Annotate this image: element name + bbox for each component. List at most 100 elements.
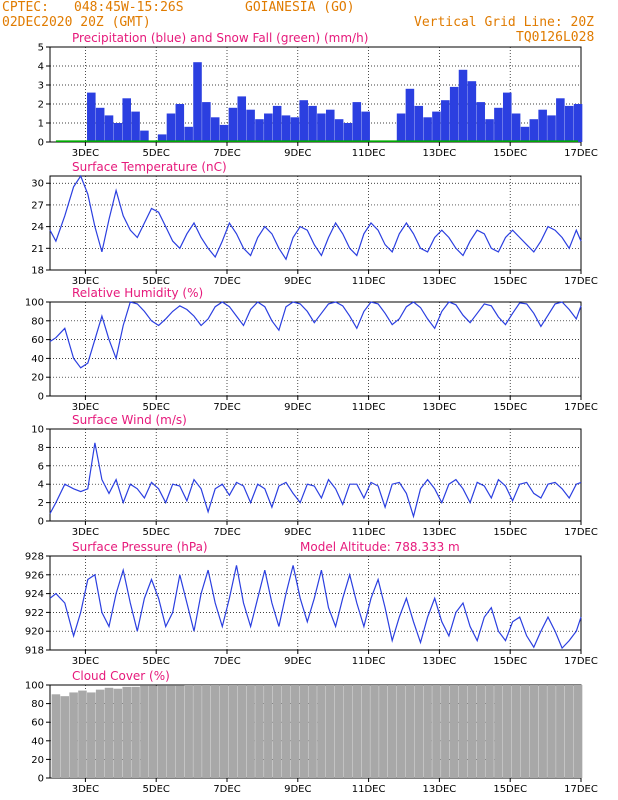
bar <box>228 107 238 142</box>
x-tick-label: 7DEC <box>213 656 240 667</box>
bar <box>69 692 78 778</box>
bar <box>370 685 379 778</box>
bar <box>166 113 176 142</box>
bar <box>325 109 335 142</box>
bar <box>317 113 326 142</box>
bar <box>228 685 238 778</box>
y-tick-label: 40 <box>31 354 44 365</box>
bar <box>122 98 131 142</box>
y-tick-label: 20 <box>31 755 44 766</box>
header-grid-note: Vertical Grid Line: 20Z <box>414 15 595 30</box>
x-tick-label: 17DEC <box>564 276 598 287</box>
y-tick-label: 100 <box>25 681 44 692</box>
bar <box>467 685 477 778</box>
x-tick-label: 5DEC <box>143 656 170 667</box>
y-tick-label: 8 <box>38 443 44 454</box>
y-tick-label: 21 <box>31 244 44 255</box>
x-tick-label: 5DEC <box>143 402 170 413</box>
x-tick-label: 3DEC <box>72 276 99 287</box>
series-line <box>49 565 582 650</box>
bar <box>352 685 362 778</box>
bar <box>308 685 317 778</box>
y-tick-label: 100 <box>25 298 44 309</box>
bar <box>573 104 583 142</box>
bar <box>131 111 140 142</box>
bar <box>299 685 308 778</box>
x-tick-label: 7DEC <box>213 784 240 795</box>
y-tick-label: 30 <box>31 179 44 190</box>
y-tick-label: 1 <box>38 119 44 130</box>
bar <box>449 685 459 778</box>
bar <box>405 685 415 778</box>
panel-title: Surface Wind (m/s) <box>72 413 187 427</box>
bar <box>157 134 167 142</box>
y-tick-label: 0 <box>38 517 44 528</box>
bar <box>520 685 530 778</box>
bar <box>290 685 300 778</box>
x-tick-label: 15DEC <box>493 527 527 538</box>
x-tick-label: 17DEC <box>564 527 598 538</box>
bar <box>219 124 229 142</box>
panel-frame <box>49 301 582 397</box>
y-tick-label: 922 <box>25 608 44 619</box>
series-line <box>49 442 582 519</box>
bar <box>334 685 344 778</box>
header-model-code: TQ0126L028 <box>516 30 595 45</box>
bar <box>494 685 503 778</box>
y-tick-label: 80 <box>31 316 44 327</box>
y-tick-label: 928 <box>25 552 44 563</box>
bar <box>131 686 140 778</box>
bar <box>122 686 131 778</box>
bar <box>113 123 123 142</box>
y-tick-label: 27 <box>31 200 44 211</box>
panel-title: Surface Pressure (hPa) <box>72 540 208 554</box>
bar <box>272 685 282 778</box>
y-tick-label: 920 <box>25 627 44 638</box>
header-run-time: 02DEC2020 20Z (GMT) <box>2 15 151 30</box>
bar <box>148 685 158 778</box>
y-tick-label: 18 <box>31 266 44 277</box>
bar <box>511 685 521 778</box>
x-tick-label: 15DEC <box>493 784 527 795</box>
x-tick-label: 13DEC <box>423 276 457 287</box>
bar <box>281 115 291 142</box>
bar <box>467 81 477 142</box>
x-tick-label: 11DEC <box>352 784 386 795</box>
x-tick-label: 9DEC <box>284 276 311 287</box>
x-tick-label: 7DEC <box>213 276 240 287</box>
bar <box>210 685 220 778</box>
panel-title: Precipitation (blue) and Snow Fall (gree… <box>72 31 368 45</box>
panel-5: 0 20 40 60 80 100 3DEC 5DEC 7DEC 9DEC 11DEC 13DEC 15… <box>25 669 598 795</box>
bar <box>396 685 406 778</box>
bar <box>476 102 485 142</box>
y-tick-label: 0 <box>38 138 44 149</box>
bar <box>441 100 450 142</box>
bar <box>237 96 247 142</box>
bar <box>379 685 388 778</box>
y-tick-label: 80 <box>31 699 44 710</box>
bar <box>246 685 255 778</box>
x-tick-label: 13DEC <box>423 402 457 413</box>
x-tick-label: 13DEC <box>423 784 457 795</box>
bar <box>104 115 114 142</box>
y-tick-label: 60 <box>31 718 44 729</box>
x-tick-label: 13DEC <box>423 148 457 159</box>
series-line <box>49 174 582 261</box>
x-tick-label: 7DEC <box>213 527 240 538</box>
bar <box>449 86 459 142</box>
header-city: GOIANESIA (GO) <box>245 0 355 15</box>
panel-title: Relative Humidity (%) <box>72 286 203 300</box>
bar <box>441 685 450 778</box>
header-location: 048:45W-15:26S <box>74 0 184 15</box>
bar <box>502 92 512 142</box>
y-tick-label: 4 <box>38 62 44 73</box>
x-tick-label: 5DEC <box>143 148 170 159</box>
series-line <box>49 301 582 369</box>
bar <box>564 105 574 142</box>
bar <box>352 102 362 142</box>
y-tick-label: 4 <box>38 480 44 491</box>
panel-frame <box>49 428 582 522</box>
x-tick-label: 3DEC <box>72 784 99 795</box>
bar <box>104 687 114 778</box>
bar <box>184 685 193 778</box>
